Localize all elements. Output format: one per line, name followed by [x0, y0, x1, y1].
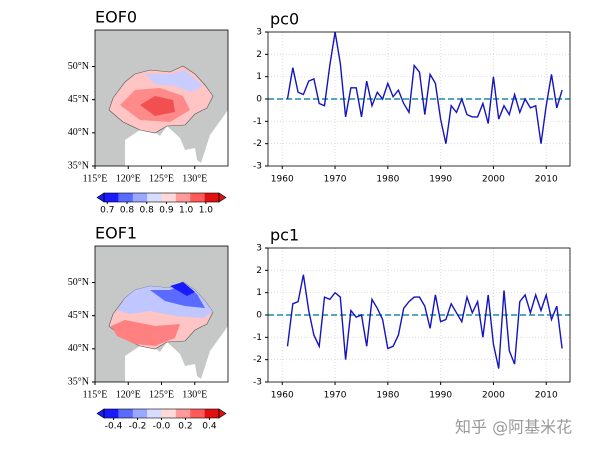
colorbar-cell: [175, 193, 191, 202]
y-tick-label: 35°N: [68, 160, 89, 171]
colorbar-cell: [132, 193, 148, 202]
y-tick-label: -2: [253, 355, 262, 365]
colorbar-label: 0.8: [120, 206, 135, 216]
plot-frame: [267, 247, 571, 383]
x-tick-label: 1990: [429, 175, 452, 185]
watermark: 知乎 @阿基米花: [455, 418, 572, 437]
x-tick-label: 2000: [482, 175, 505, 185]
x-tick-label: 1970: [324, 175, 347, 185]
colorbar-cell: [118, 409, 134, 418]
x-tick-label: 115°E: [83, 389, 108, 400]
x-tick-label: 1960: [271, 391, 294, 401]
x-tick-label: 130°E: [182, 173, 207, 184]
colorbar-extend: [218, 408, 227, 419]
colorbar-cell: [190, 193, 205, 202]
colorbar-extend: [218, 192, 227, 203]
colorbar-label: -0.0: [153, 422, 171, 432]
colorbar-extend: [96, 192, 105, 203]
colorbar-cell: [104, 409, 119, 418]
shade: [111, 320, 180, 346]
y-tick-label: 50°N: [68, 277, 89, 288]
colorbar-label: -0.2: [129, 422, 147, 432]
y-tick-label: 45°N: [68, 310, 89, 321]
sea: [200, 326, 228, 382]
colorbar-label: 0.7: [100, 206, 114, 216]
sea: [200, 110, 228, 166]
colorbar-label: 1.0: [199, 206, 214, 216]
y-tick-label: 40°N: [68, 343, 89, 354]
colorbar-extend: [96, 408, 105, 419]
x-tick-label: 1980: [376, 175, 399, 185]
colorbar-cell: [161, 409, 177, 418]
y-tick-label: 1: [256, 72, 262, 82]
shade: [170, 282, 195, 296]
map-title: EOF1: [95, 224, 137, 243]
colorbar-cell: [118, 193, 134, 202]
x-tick-label: 120°E: [116, 173, 141, 184]
x-tick-label: 1960: [271, 175, 294, 185]
x-tick-label: 125°E: [149, 173, 174, 184]
colorbar-frame: [103, 192, 220, 203]
colorbar-cell: [147, 409, 162, 418]
map-title: EOF0: [95, 8, 137, 27]
colorbar-cell: [104, 193, 119, 202]
chart-title: pc0: [270, 10, 299, 29]
y-tick-label: 35°N: [68, 376, 89, 387]
colorbar-label: 0.9: [159, 206, 174, 216]
y-tick-label: 50°N: [68, 61, 89, 72]
chart-title: pc1: [270, 226, 299, 245]
y-tick-label: -1: [253, 333, 262, 343]
y-tick-label: 1: [256, 288, 262, 298]
shade: [145, 70, 203, 92]
plot-frame: [267, 31, 571, 167]
colorbar-cell: [132, 409, 148, 418]
x-tick-label: 2010: [535, 391, 558, 401]
y-tick-label: 2: [256, 50, 262, 60]
series-line: [286, 31, 563, 144]
colorbar-cell: [204, 409, 220, 418]
colorbar-label: 0.8: [140, 206, 155, 216]
colorbar-cell: [204, 193, 220, 202]
x-tick-label: 2010: [535, 175, 558, 185]
x-tick-label: 120°E: [116, 389, 141, 400]
colorbar-label: 0.2: [178, 422, 192, 432]
colorbar-label: -0.4: [105, 422, 123, 432]
colorbar-label: 0.4: [202, 422, 217, 432]
map-body: [95, 30, 228, 166]
y-tick-label: 45°N: [68, 94, 89, 105]
series-line: [286, 274, 563, 369]
y-tick-label: 3: [256, 244, 262, 254]
x-tick-label: 2000: [482, 391, 505, 401]
y-tick-label: -3: [253, 162, 262, 172]
y-tick-label: 2: [256, 266, 262, 276]
y-tick-label: -1: [253, 117, 262, 127]
map-body: [95, 246, 228, 382]
y-tick-label: -3: [253, 378, 262, 388]
y-tick-label: 0: [256, 311, 262, 321]
y-tick-label: -2: [253, 139, 262, 149]
x-tick-label: 125°E: [149, 389, 174, 400]
x-tick-label: 1970: [324, 391, 347, 401]
shade: [140, 96, 175, 116]
x-tick-label: 130°E: [182, 389, 207, 400]
colorbar-cell: [190, 409, 205, 418]
y-tick-label: 3: [256, 28, 262, 38]
colorbar-cell: [147, 193, 162, 202]
colorbar-label: 1.0: [179, 206, 194, 216]
colorbar-cell: [175, 409, 191, 418]
x-tick-label: 115°E: [83, 173, 108, 184]
x-tick-label: 1980: [376, 391, 399, 401]
y-tick-label: 40°N: [68, 127, 89, 138]
y-tick-label: 0: [256, 95, 262, 105]
colorbar-cell: [161, 193, 177, 202]
x-tick-label: 1990: [429, 391, 452, 401]
